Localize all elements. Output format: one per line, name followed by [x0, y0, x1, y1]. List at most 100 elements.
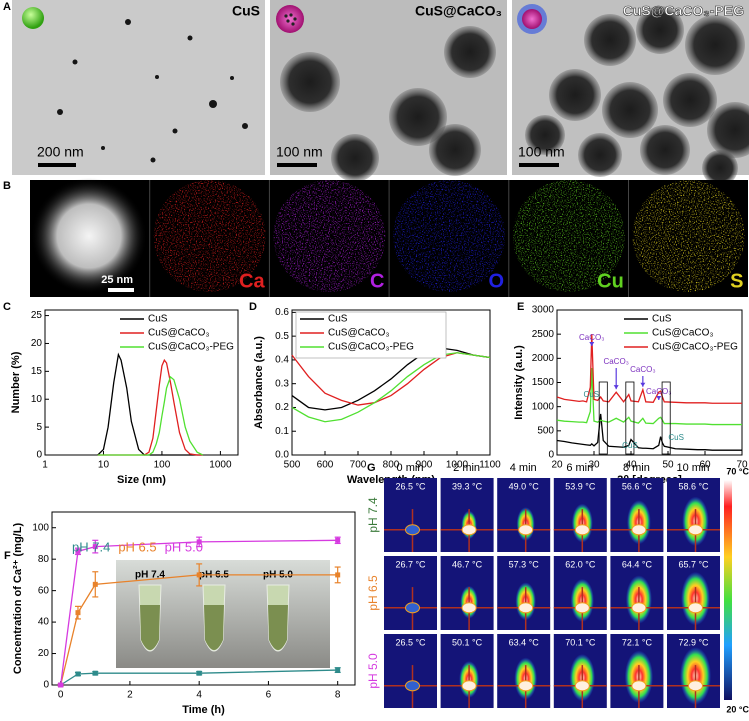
y-tick-label: 40: [38, 617, 50, 628]
legend-label: pH 5.0: [165, 539, 203, 554]
temperature-label: 57.3 °C: [509, 559, 540, 569]
time-header: 6 min: [566, 462, 593, 474]
x-tick-label: 20: [551, 460, 563, 471]
time-header: 10 min: [676, 462, 709, 474]
sample-spot: [574, 680, 590, 692]
series-line: [556, 367, 742, 426]
x-tick-label: 1000: [209, 460, 232, 471]
arrow-head: [656, 396, 662, 400]
row-label: pH 7.4: [366, 497, 380, 533]
temperature-label: 58.6 °C: [678, 481, 709, 491]
y-tick-label: 0.5: [275, 331, 289, 342]
x-tick-label: 60: [699, 460, 711, 471]
temperature-label: 46.7 °C: [452, 559, 483, 569]
temperature-label: 26.5 °C: [395, 481, 426, 491]
x-tick-label: 50: [662, 460, 674, 471]
time-header: 8 min: [623, 462, 650, 474]
icon: [522, 9, 542, 29]
sample-spot: [518, 524, 534, 536]
marker: [196, 539, 202, 545]
y-tick-label: 0.4: [275, 355, 289, 366]
arrow-head: [613, 385, 619, 390]
time-header: 0 min: [397, 462, 424, 474]
thermal-image: [384, 556, 437, 630]
colorbar-min: 20 °C: [726, 704, 749, 714]
series-line: [291, 352, 491, 423]
x-axis-title: Size (nm): [117, 474, 166, 486]
x-tick-label: 600: [317, 460, 334, 471]
legend-label: pH 6.5: [118, 539, 156, 554]
colorbar: [724, 480, 732, 700]
panel-label: E: [517, 301, 524, 313]
tube-liquid: [268, 605, 288, 650]
y-axis-title: Absorbance (a.u.): [253, 336, 265, 429]
arrow-head: [589, 342, 595, 346]
sample-spot: [688, 524, 703, 536]
legend-label: CuS@CaCO₃: [148, 328, 209, 339]
tube-liquid: [140, 605, 160, 650]
annotation: CaCO₃: [630, 365, 655, 374]
y-tick-label: 1000: [532, 401, 555, 412]
element-label: S: [730, 270, 743, 292]
y-tick-label: 80: [38, 554, 50, 565]
thermal-image: [384, 478, 437, 552]
scale-bar: [519, 163, 559, 167]
marker: [335, 572, 341, 578]
y-tick-label: 20: [31, 338, 43, 349]
phase-label: CuS: [583, 390, 599, 399]
marker: [75, 671, 81, 677]
x-tick-label: 0: [58, 690, 64, 701]
panel-label: F: [4, 550, 11, 562]
phase-label: CuS: [622, 441, 638, 450]
sample-spot: [461, 602, 477, 614]
scale-bar-label: 100 nm: [518, 144, 565, 160]
x-tick-label: 1100: [479, 460, 501, 471]
sample-spot: [461, 524, 477, 536]
marker: [58, 682, 64, 688]
panel-label: G: [367, 462, 376, 474]
temperature-label: 56.6 °C: [622, 481, 653, 491]
panel-label: B: [3, 180, 11, 192]
marker: [75, 610, 81, 616]
y-tick-label: 0.1: [275, 426, 289, 437]
sample-spot: [631, 524, 647, 536]
series-line: [291, 347, 491, 411]
element-map: [632, 180, 745, 292]
x-tick-label: 800: [383, 460, 400, 471]
sample-spot: [518, 680, 534, 692]
element-label: Cu: [597, 270, 624, 292]
sample-spot: [688, 680, 703, 692]
row-label: pH 5.0: [366, 653, 380, 689]
y-tick-label: 2000: [532, 353, 555, 364]
temperature-label: 53.9 °C: [565, 481, 596, 491]
y-tick-label: 20: [38, 648, 50, 659]
y-tick-label: 10: [31, 394, 43, 405]
y-tick-label: 5: [36, 422, 42, 433]
x-tick-label: 900: [416, 460, 433, 471]
x-tick-label: 4: [196, 690, 202, 701]
element-label: C: [370, 270, 384, 292]
sample-spot: [405, 602, 420, 614]
x-tick-label: 40: [625, 460, 637, 471]
panel-g: 70 °C 20 °C: [724, 466, 749, 714]
tube-liquid: [204, 605, 224, 650]
legend-label: CuS@CaCO₃-PEG: [328, 342, 414, 353]
time-header: 2 min: [453, 462, 480, 474]
y-tick-label: 1500: [532, 377, 555, 388]
marker: [196, 572, 202, 578]
marker: [75, 548, 81, 554]
arrow-head: [640, 382, 646, 387]
series-line: [97, 375, 204, 456]
phase-box: [598, 381, 608, 455]
legend-label: CuS: [328, 314, 348, 325]
scale-bar-label: 200 nm: [37, 144, 84, 160]
marker: [335, 537, 341, 543]
y-axis-title: Intensity (a.u.): [513, 345, 525, 420]
marker: [92, 581, 98, 587]
x-tick-label: 6: [266, 690, 272, 701]
legend-label: CuS@CaCO₃: [328, 328, 389, 339]
scale-bar: [277, 163, 317, 167]
element-map: [273, 180, 386, 292]
